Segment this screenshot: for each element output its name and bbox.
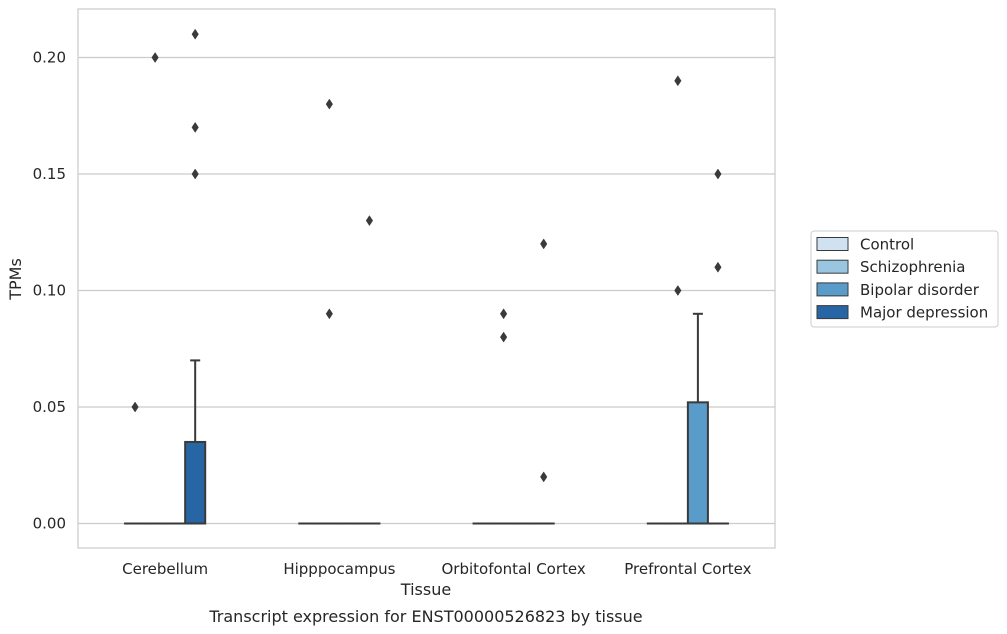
y-tick-label: 0.20 <box>33 49 66 67</box>
outlier-point <box>191 28 199 40</box>
outlier-point <box>500 308 508 320</box>
y-tick-label: 0.05 <box>33 398 66 416</box>
outlier-point <box>714 168 722 180</box>
y-tick-label: 0.00 <box>33 515 66 533</box>
x-tick-label: Prefrontal Cortex <box>624 560 751 578</box>
outlier-point <box>131 401 139 413</box>
outlier-point <box>325 308 333 320</box>
box <box>184 440 207 525</box>
legend-label: Bipolar disorder <box>860 281 980 299</box>
x-axis-label: Tissue <box>400 580 451 599</box>
legend-frame <box>810 230 999 328</box>
grid-lines <box>78 56 775 525</box>
plot-area-frame <box>77 8 776 549</box>
outlier-point <box>191 121 199 133</box>
x-tick-label: Cerebellum <box>122 560 208 578</box>
legend-swatch <box>816 259 849 274</box>
chart-caption: Transcript expression for ENST0000052682… <box>208 607 642 626</box>
legend-label: Control <box>860 236 914 254</box>
legend: Control Schizophrenia Bipolar disorder Majo… <box>810 230 999 328</box>
outlier-point <box>714 261 722 273</box>
y-tick-label: 0.15 <box>33 165 66 183</box>
y-axis-label: TPMs <box>6 258 25 301</box>
outlier-point <box>540 471 548 483</box>
outlier-point <box>191 168 199 180</box>
legend-swatch <box>816 282 849 297</box>
legend-label: Schizophrenia <box>860 258 965 276</box>
x-tick-label: Orbitofontal Cortex <box>442 560 586 578</box>
outlier-point <box>500 331 508 343</box>
box-plot-marks <box>124 28 729 525</box>
outlier-point <box>674 285 682 296</box>
outlier-point <box>674 75 682 87</box>
x-tick-label: Hipppocampus <box>283 560 395 578</box>
y-tick-label: 0.10 <box>33 282 66 300</box>
box <box>686 401 709 525</box>
legend-swatch <box>816 237 849 251</box>
x-axis-ticks: Cerebellum Hipppocampus Orbitofontal Corte… <box>122 560 751 578</box>
outlier-point <box>365 215 374 227</box>
outlier-point <box>540 238 548 250</box>
outlier-point <box>151 52 159 63</box>
legend-swatch <box>816 305 849 320</box>
legend-label: Major depression <box>860 304 988 322</box>
outlier-point <box>325 98 333 110</box>
y-axis-ticks: 0.00 0.05 0.10 0.15 0.20 <box>33 49 66 533</box>
